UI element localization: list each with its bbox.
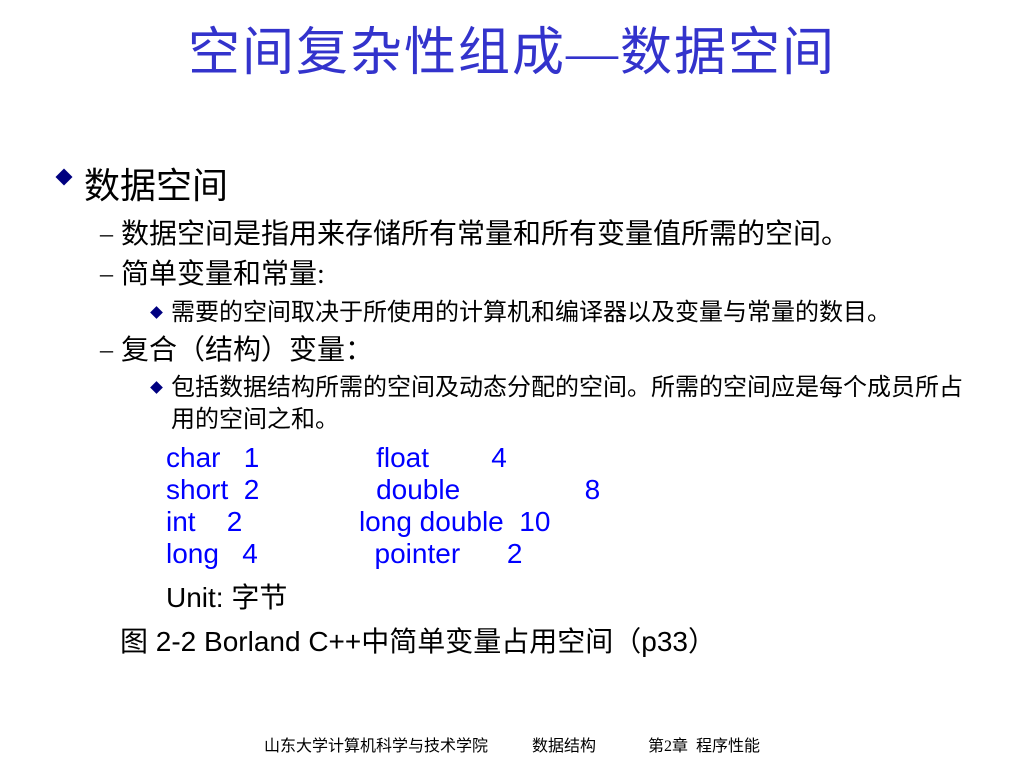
type-size-table: char 1 float 4short 2 double 8int 2 long… [166,442,976,570]
diamond-small-icon [150,381,163,394]
dash-icon: – [100,333,113,367]
figure-caption: 图 2-2 Borland C++中简单变量占用空间（p33） [120,620,976,660]
bullet-lvl3: 需要的空间取决于所使用的计算机和编译器以及变量与常量的数目。 [152,298,976,329]
type-cell: long 4 pointer 2 [166,538,522,570]
slide-footer: 山东大学计算机科学与技术学院 数据结构 第2章 程序性能 [0,732,1024,756]
type-cell: int 2 long double 10 [166,506,550,538]
slide-title: 空间复杂性组成—数据空间 [48,0,976,85]
lvl2-text: 数据空间是指用来存储所有常量和所有变量值所需的空间。 [121,217,849,253]
table-row: char 1 float 4 [166,442,976,474]
lvl2-text: 复合（结构）变量： [121,333,373,369]
lvl3-text: 需要的空间取决于所使用的计算机和编译器以及变量与常量的数目。 [171,298,891,329]
bullet-lvl3: 包括数据结构所需的空间及动态分配的空间。所需的空间应是每个成员所占用的空间之和。 [152,373,976,435]
diamond-small-icon [150,306,163,319]
unit-label: Unit: 字节 [166,576,976,616]
type-cell: short 2 double 8 [166,474,600,506]
bullet-lvl1: 数据空间 [58,157,976,209]
lvl2-text: 简单变量和常量: [121,257,325,293]
lvl3-text: 包括数据结构所需的空间及动态分配的空间。所需的空间应是每个成员所占用的空间之和。 [171,373,976,435]
table-row: short 2 double 8 [166,474,976,506]
slide-body: 数据空间 – 数据空间是指用来存储所有常量和所有变量值所需的空间。 – 简单变量… [48,85,976,660]
lvl1-text: 数据空间 [84,157,228,209]
type-cell: char 1 float 4 [166,442,507,474]
table-row: int 2 long double 10 [166,506,976,538]
diamond-icon [56,169,73,186]
bullet-lvl2: – 简单变量和常量: [100,257,976,293]
bullet-lvl2: – 数据空间是指用来存储所有常量和所有变量值所需的空间。 [100,217,976,253]
dash-icon: – [100,257,113,291]
dash-icon: – [100,217,113,251]
bullet-lvl2: – 复合（结构）变量： [100,333,976,369]
table-row: long 4 pointer 2 [166,538,976,570]
